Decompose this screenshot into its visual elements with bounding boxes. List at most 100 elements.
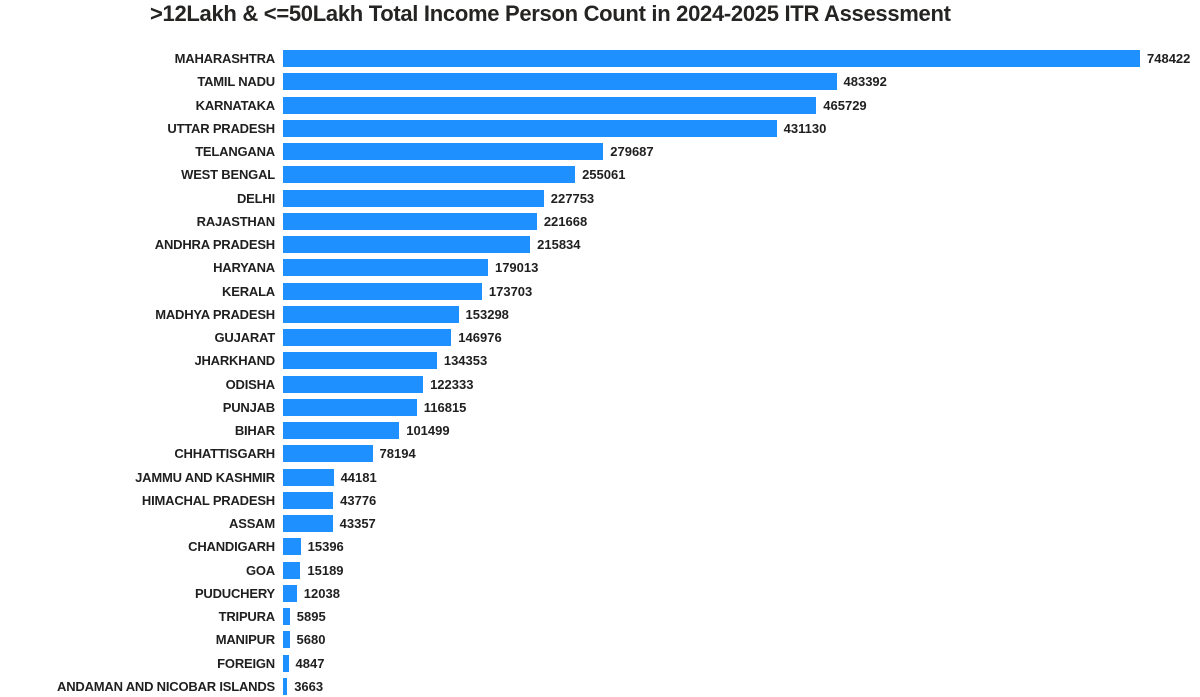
category-label: HARYANA [213,260,275,276]
category-label: MANIPUR [215,632,275,648]
bar[interactable] [283,491,334,509]
category-label: TRIPURA [218,609,276,625]
chart-row: DELHI 227753 [0,187,1200,210]
category-label: PUDUCHERY [194,585,275,601]
bar-track: 12038 [283,582,340,605]
category-label: RAJASTHAN [196,213,276,229]
chart-rows: MAHARASHTRA 748422 TAMIL NADU 483392 KARNATA… [0,47,1200,697]
bar-track: 15189 [283,559,344,582]
category-label: ODISHA [225,376,276,392]
chart-row: TAMIL NADU 483392 [0,70,1200,93]
value-label: 5895 [296,609,326,625]
bar[interactable] [283,561,301,579]
bar[interactable] [283,189,544,207]
value-label: 122333 [430,376,474,392]
bar[interactable] [283,96,817,114]
chart-row: TELANGANA 279687 [0,140,1200,163]
bar-track: 431130 [283,117,826,140]
value-label: 44181 [340,469,377,485]
bar[interactable] [283,468,334,486]
chart-row: JAMMU AND KASHMIR 44181 [0,466,1200,489]
category-label: CHHATTISGARH [174,446,275,462]
bar[interactable] [283,212,537,230]
chart-row: GUJARAT 146976 [0,326,1200,349]
value-label: 748422 [1147,51,1191,67]
bar[interactable] [283,352,437,370]
chart-row: WEST BENGAL 255061 [0,163,1200,186]
bar[interactable] [283,677,288,695]
chart-row: ASSAM 43357 [0,512,1200,535]
bar[interactable] [283,119,777,137]
chart-row: KARNATAKA 465729 [0,94,1200,117]
bar[interactable] [283,584,297,602]
bar-track: 748422 [283,47,1190,70]
bar[interactable] [283,73,837,91]
category-label: PUNJAB [222,399,275,415]
bar-track: 134353 [283,349,487,372]
bar-track: 15396 [283,535,344,558]
chart-row: ANDAMAN AND NICOBAR ISLANDS 3663 [0,675,1200,697]
value-label: 431130 [783,120,827,136]
bar[interactable] [283,445,373,463]
value-label: 134353 [443,353,488,369]
category-label: WEST BENGAL [181,167,275,183]
bar-track: 78194 [283,442,416,465]
bar-track: 221668 [283,210,587,233]
category-label: TELANGANA [195,144,275,160]
bar-track: 43776 [283,489,376,512]
value-label: 279687 [610,144,654,160]
category-label: KERALA [222,283,275,299]
value-label: 179013 [494,260,539,276]
chart-row: CHANDIGARH 15396 [0,535,1200,558]
bar[interactable] [283,259,488,277]
value-label: 153298 [465,306,509,322]
bar[interactable] [283,329,452,347]
bar[interactable] [283,50,1140,68]
bar-track: 483392 [283,70,887,93]
category-label: ANDHRA PRADESH [154,237,275,253]
bar-track: 179013 [283,256,538,279]
bar[interactable] [283,305,459,323]
bar[interactable] [283,515,333,533]
bar[interactable] [283,166,576,184]
category-label: JAMMU AND KASHMIR [135,469,275,485]
value-label: 78194 [379,446,416,462]
value-label: 12038 [303,585,340,601]
bar[interactable] [283,375,424,393]
category-label: ASSAM [229,516,275,532]
bar[interactable] [283,631,290,649]
value-label: 4847 [295,655,325,671]
chart-row: HIMACHAL PRADESH 43776 [0,489,1200,512]
value-label: 101499 [406,423,450,439]
bar[interactable] [283,654,289,672]
bar-track: 122333 [283,373,473,396]
bar-track: 5895 [283,605,326,628]
bar-track: 43357 [283,512,376,535]
chart-row: JHARKHAND 134353 [0,349,1200,372]
bar[interactable] [283,143,604,161]
bar-track: 146976 [283,326,502,349]
bar[interactable] [283,608,290,626]
bar-track: 116815 [283,396,466,419]
value-label: 116815 [423,399,467,415]
bar-track: 101499 [283,419,450,442]
value-label: 146976 [458,330,502,346]
bar[interactable] [283,236,531,254]
bar[interactable] [283,398,417,416]
value-label: 255061 [582,167,626,183]
chart-row: CHHATTISGARH 78194 [0,442,1200,465]
category-label: GUJARAT [214,330,276,346]
chart-row: HARYANA 179013 [0,256,1200,279]
category-label: MADHYA PRADESH [155,306,275,322]
bar[interactable] [283,538,301,556]
value-label: 15396 [307,539,344,555]
bar-track: 255061 [283,163,625,186]
value-label: 465729 [823,97,867,113]
bar-track: 215834 [283,233,581,256]
category-label: JHARKHAND [194,353,275,369]
bar[interactable] [283,422,400,440]
bar[interactable] [283,282,482,300]
value-label: 43357 [339,516,376,532]
category-label: HIMACHAL PRADESH [141,492,275,508]
bar-track: 279687 [283,140,654,163]
